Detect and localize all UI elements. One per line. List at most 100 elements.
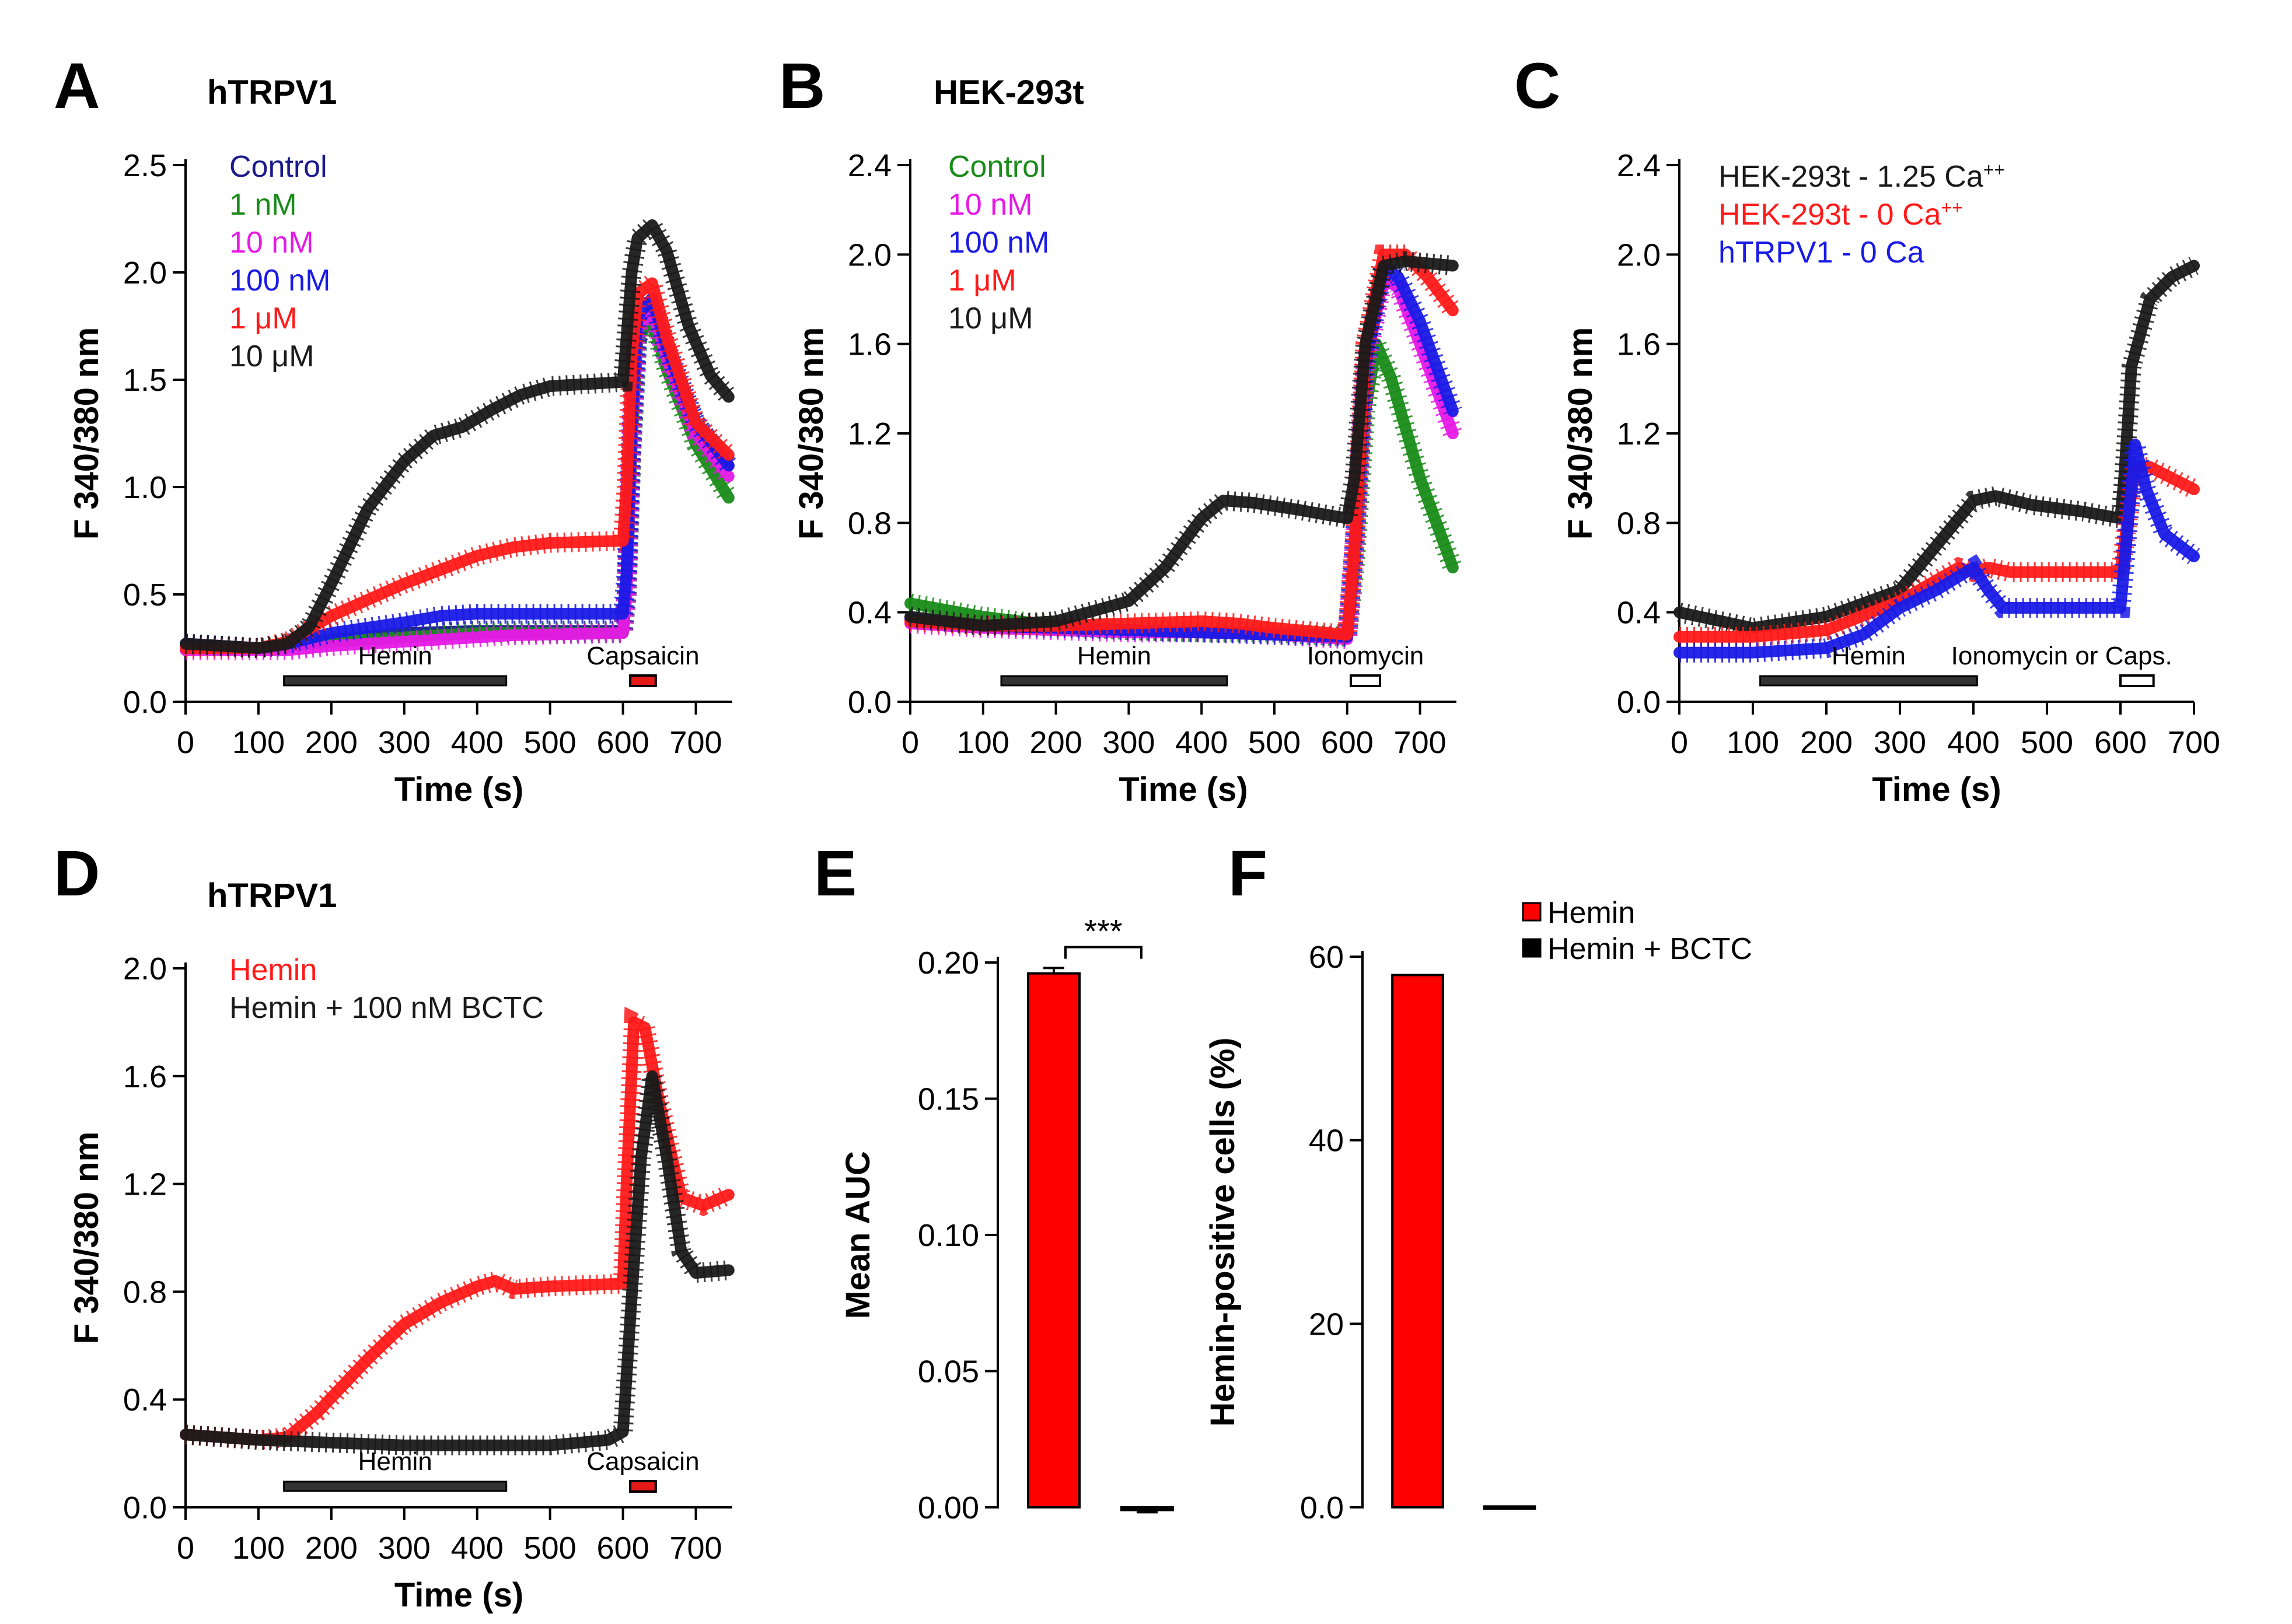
legend-entry-3: 1 μM xyxy=(948,264,1016,298)
y-tick-label: 1.6 xyxy=(1617,327,1661,362)
stimulus-bar-1 xyxy=(629,1480,657,1493)
y-tick-label: 60 xyxy=(1309,940,1344,975)
y-tick-label: 0.8 xyxy=(848,506,892,541)
x-tick-label: 700 xyxy=(1394,725,1447,760)
legend-entry-2: 10 nM xyxy=(229,226,314,260)
legend-entry-4: 10 μM xyxy=(948,302,1033,335)
y-axis-title: Mean AUC xyxy=(839,1151,877,1319)
panel-label-E: E xyxy=(814,838,857,909)
bar-1 xyxy=(1120,1506,1174,1511)
y-tick-label: 20 xyxy=(1309,1307,1344,1342)
panel-label-C: C xyxy=(1514,50,1560,122)
legend-entry-2: hTRPV1 - 0 Ca xyxy=(1718,236,1924,270)
y-tick-label: 0.05 xyxy=(918,1354,979,1390)
legend-entry-3: 100 nM xyxy=(229,264,330,298)
x-tick-label: 400 xyxy=(1947,725,2000,760)
x-tick-label: 600 xyxy=(597,725,649,760)
x-tick-label: 600 xyxy=(1321,725,1374,760)
x-tick-label: 100 xyxy=(957,725,1009,760)
y-axis-title: F 340/380 nm xyxy=(68,327,106,540)
stimulus-bar-1 xyxy=(1350,674,1381,687)
x-tick-label: 100 xyxy=(1727,725,1779,760)
y-tick-label: 0.8 xyxy=(1617,506,1661,541)
y-tick-label: 2.0 xyxy=(123,951,167,986)
panel-E: E 0.00 0.05 0.10 0.15 0.20 Mean AUC *** xyxy=(814,838,1174,1525)
series-line-4 xyxy=(180,277,735,654)
bar-0 xyxy=(1027,972,1081,1509)
stimulus-label-0: Hemin xyxy=(1077,642,1151,670)
legend-entry-1: 1 nM xyxy=(229,188,297,222)
x-tick-label: 400 xyxy=(451,1531,504,1566)
x-tick-label: 400 xyxy=(451,725,504,760)
legend-entry-1: 10 nM xyxy=(948,188,1033,222)
stimulus-bar-0 xyxy=(283,675,508,687)
x-tick-label: 300 xyxy=(1874,725,1926,760)
stimulus-label-1: Capsaicin xyxy=(586,642,699,670)
legend-entry-5: 10 μM xyxy=(229,340,315,373)
x-tick-label: 500 xyxy=(1248,725,1301,760)
x-tick-label: 700 xyxy=(669,1531,722,1566)
series-error-1 xyxy=(1679,457,2199,647)
y-tick-label: 2.0 xyxy=(123,256,167,290)
series-error-5 xyxy=(184,209,736,659)
stimulus-bar-1 xyxy=(629,674,657,687)
y-axis-title: F 340/380 nm xyxy=(1561,327,1599,540)
y-tick-label: 0.0 xyxy=(123,1490,167,1525)
y-axis-title: F 340/380 nm xyxy=(792,327,830,540)
legend-entry-1: HEK-293t - 0 Ca++ xyxy=(1718,197,1963,232)
y-tick-label: 0.0 xyxy=(1617,685,1661,720)
stimulus-label-1: Capsaicin xyxy=(586,1447,699,1476)
x-tick-label: 200 xyxy=(305,725,358,760)
legend-label-1: Hemin + BCTC xyxy=(1547,932,1752,966)
x-tick-label: 0 xyxy=(177,725,194,760)
y-tick-label: 1.5 xyxy=(123,363,167,398)
x-axis-title: Time (s) xyxy=(1872,771,2001,808)
y-tick-label: 0.10 xyxy=(918,1218,979,1253)
y-tick-label: 2.5 xyxy=(123,148,167,183)
bar-0 xyxy=(1391,974,1444,1508)
y-axis-title: Hemin-positive cells (%) xyxy=(1204,1037,1242,1426)
y-tick-label: 0.15 xyxy=(918,1082,979,1117)
series-error-0 xyxy=(184,1006,733,1450)
y-tick-label: 0.00 xyxy=(918,1490,979,1525)
legend-swatch-0 xyxy=(1522,902,1542,922)
panel-label-B: B xyxy=(779,50,825,122)
legend-superscript: ++ xyxy=(1983,159,2005,180)
x-axis-title: Time (s) xyxy=(1119,771,1248,808)
x-tick-label: 100 xyxy=(232,1531,285,1566)
panel-label-D: D xyxy=(54,838,100,909)
x-tick-label: 200 xyxy=(1030,725,1082,760)
y-tick-label: 1.6 xyxy=(848,327,892,362)
legend-label-0: Hemin xyxy=(1547,896,1635,930)
legend-entry-0: HEK-293t - 1.25 Ca++ xyxy=(1718,159,2005,194)
y-tick-label: 1.2 xyxy=(848,416,892,452)
legend-swatch-1 xyxy=(1522,938,1542,958)
x-tick-label: 200 xyxy=(1800,725,1853,760)
y-tick-label: 0.8 xyxy=(123,1275,167,1310)
x-tick-label: 500 xyxy=(2021,725,2073,760)
y-tick-label: 2.0 xyxy=(848,237,892,272)
y-tick-label: 0.4 xyxy=(848,596,892,631)
panel-label-F: F xyxy=(1228,838,1267,909)
legend-entry-2: 100 nM xyxy=(948,226,1049,260)
y-tick-label: 0.0 xyxy=(848,685,892,720)
stimulus-label-0: Hemin xyxy=(1832,642,1906,670)
y-tick-label: 1.0 xyxy=(123,470,167,505)
x-tick-label: 300 xyxy=(378,1531,431,1566)
series-line-2 xyxy=(1673,439,2200,659)
y-tick-label: 0.4 xyxy=(1617,596,1661,631)
y-tick-label: 0.0 xyxy=(123,685,167,720)
x-tick-label: 500 xyxy=(524,1531,577,1566)
panel-title-B: HEK-293t xyxy=(934,74,1084,111)
x-tick-label: 500 xyxy=(524,725,577,760)
x-tick-label: 400 xyxy=(1175,725,1228,760)
y-tick-label: 0.0 xyxy=(1300,1490,1344,1525)
x-tick-label: 100 xyxy=(232,725,285,760)
legend-entry-0: Hemin xyxy=(229,953,317,987)
x-tick-label: 0 xyxy=(177,1531,194,1566)
x-tick-label: 200 xyxy=(305,1531,358,1566)
y-axis-title: F 340/380 nm xyxy=(68,1132,106,1344)
panel-label-A: A xyxy=(54,50,100,122)
